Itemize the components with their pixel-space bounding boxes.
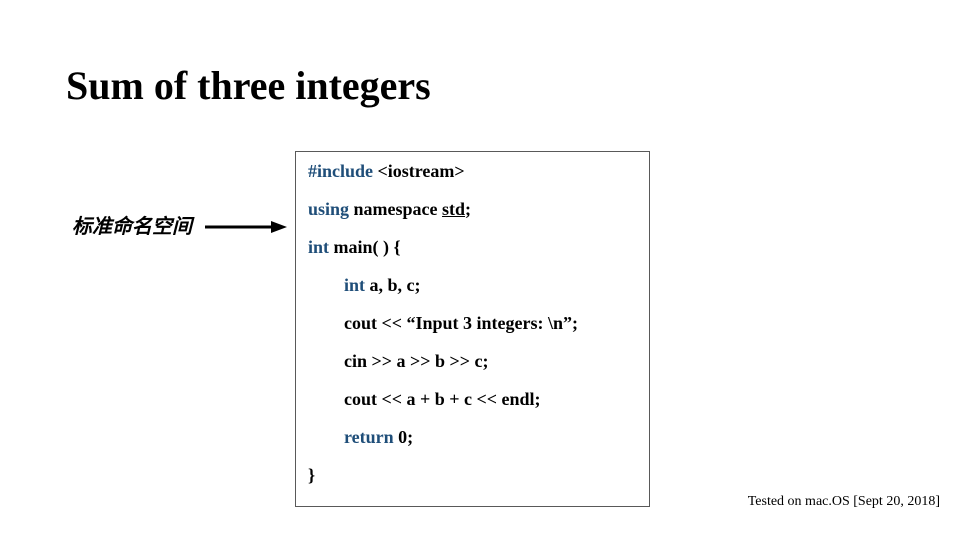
code-text: cout << “Input 3 integers: \n”; — [344, 313, 578, 333]
code-text: 0; — [394, 427, 414, 447]
code-text: a, b, c; — [365, 275, 421, 295]
code-line-9: } — [308, 466, 637, 484]
annotation-label: 标准命名空间 — [72, 210, 192, 239]
keyword-std: std — [442, 199, 465, 219]
code-line-1: #include <iostream> — [308, 162, 637, 180]
footnote: Tested on mac.OS [Sept 20, 2018] — [748, 494, 940, 510]
keyword-int: int — [344, 275, 365, 295]
code-line-3: int main( ) { — [308, 238, 637, 256]
arrow-icon — [205, 221, 287, 225]
code-line-4: int a, b, c; — [308, 276, 637, 294]
code-line-7: cout << a + b + c << endl; — [308, 390, 637, 408]
keyword-return: return — [344, 427, 394, 447]
keyword-using: using — [308, 199, 349, 219]
keyword-int: int — [308, 237, 329, 257]
code-text: cout << a + b + c << endl; — [344, 389, 541, 409]
code-box: #include <iostream> using namespace std;… — [295, 151, 650, 507]
code-line-5: cout << “Input 3 integers: \n”; — [308, 314, 637, 332]
code-line-8: return 0; — [308, 428, 637, 446]
code-text: } — [308, 465, 315, 485]
code-text: <iostream> — [373, 161, 465, 181]
keyword-include: #include — [308, 161, 373, 181]
code-text: cin >> a >> b >> c; — [344, 351, 489, 371]
code-text: main( ) { — [329, 237, 401, 257]
code-text: namespace — [349, 199, 442, 219]
code-line-6: cin >> a >> b >> c; — [308, 352, 637, 370]
code-text: ; — [465, 199, 471, 219]
code-line-2: using namespace std; — [308, 200, 637, 218]
slide: Sum of three integers 标准命名空间 #include <i… — [0, 0, 960, 540]
slide-title: Sum of three integers — [66, 62, 431, 109]
